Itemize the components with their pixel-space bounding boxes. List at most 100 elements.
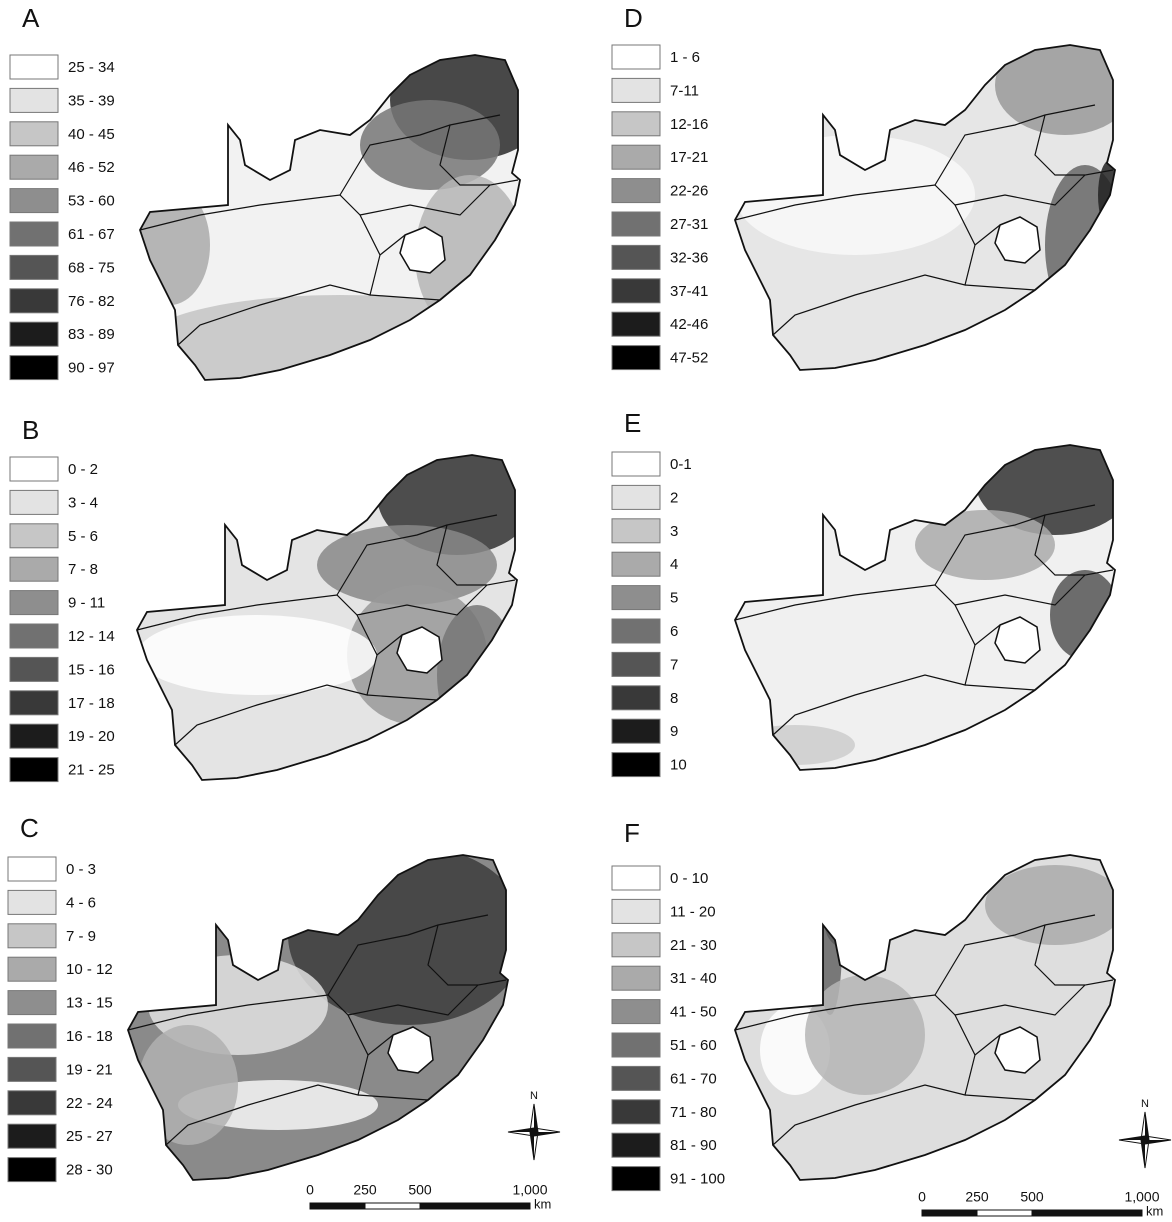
- shade: [1050, 570, 1115, 660]
- province-border: [974, 224, 1001, 246]
- legend-label: 7 - 9: [66, 928, 96, 945]
- legend-swatch: [7, 1090, 57, 1116]
- shade: [138, 1025, 238, 1145]
- country-outline: [734, 854, 1116, 1181]
- legend-swatch: [7, 990, 57, 1016]
- legend-swatch: [9, 590, 59, 616]
- scale-unit: km: [534, 1196, 551, 1211]
- legend-label: 8: [670, 690, 678, 707]
- legend-swatch: [9, 556, 59, 582]
- legend-swatch: [611, 1099, 661, 1125]
- province-border: [347, 979, 507, 1016]
- legend-swatch: [611, 865, 661, 891]
- province-border: [974, 1034, 1001, 1056]
- panel: E 0-1 2 3 4 5 6 7 8 9 10: [611, 408, 1116, 778]
- legend-label: 32-36: [670, 249, 708, 266]
- province-border: [974, 624, 1001, 646]
- scale-unit: km: [1146, 1203, 1163, 1217]
- province-border: [359, 179, 519, 216]
- panel: A 25 - 34 35 - 39 40 - 45 46 - 52 53 - 60 61 -…: [9, 3, 521, 381]
- country-outline: [734, 44, 1116, 371]
- legend-label: 5: [670, 590, 678, 607]
- north-label: N: [530, 1090, 538, 1102]
- legend-label: 12-16: [670, 116, 708, 133]
- lesotho: [994, 1026, 1041, 1074]
- province-border: [439, 124, 490, 186]
- province-border: [356, 579, 516, 616]
- legend-swatch: [611, 44, 661, 70]
- scale-tick-label: 0: [306, 1182, 314, 1198]
- province-border: [357, 1094, 429, 1101]
- legend-label: 46 - 52: [68, 159, 115, 176]
- shade: [137, 615, 377, 695]
- legend-swatch: [9, 623, 59, 649]
- panel-label: D: [624, 3, 643, 33]
- shade: [735, 725, 855, 765]
- legend-label: 0 - 10: [670, 870, 708, 887]
- legend-swatch: [611, 752, 661, 778]
- province-border: [367, 1034, 394, 1056]
- shade: [915, 510, 1055, 580]
- scale-tick-label: 250: [965, 1189, 989, 1205]
- lesotho: [387, 1026, 434, 1074]
- legend-swatch: [611, 718, 661, 744]
- legend-swatch: [7, 889, 57, 915]
- legend-swatch: [611, 999, 661, 1025]
- shade: [140, 185, 210, 305]
- panel: F 0 - 10 11 - 20 21 - 30 31 - 40 41 - 50 51 - …: [611, 818, 1116, 1192]
- legend-swatch: [9, 523, 59, 549]
- scale-segment: [921, 1209, 978, 1217]
- legend-label: 0-1: [670, 456, 692, 473]
- map: [139, 54, 521, 381]
- legend-label: 25 - 27: [66, 1128, 113, 1145]
- legend-swatch: [611, 178, 661, 204]
- legend-label: 19 - 20: [68, 728, 115, 745]
- legend-label: 22 - 24: [66, 1095, 113, 1112]
- panel-label: B: [22, 415, 39, 445]
- legend-swatch: [611, 311, 661, 337]
- province-border: [336, 514, 498, 596]
- legend-label: 7 - 8: [68, 561, 98, 578]
- legend-swatch: [9, 288, 59, 314]
- lesotho: [994, 216, 1041, 264]
- legend-label: 12 - 14: [68, 628, 115, 645]
- panel: B 0 - 2 3 - 4 5 - 6 7 - 8 9 - 11 12 - 14 15 - 1…: [9, 415, 518, 783]
- legend-label: 13 - 15: [66, 995, 113, 1012]
- legend-swatch: [611, 551, 661, 577]
- country-outline: [136, 454, 518, 781]
- legend-swatch: [9, 321, 59, 347]
- map: [734, 854, 1116, 1181]
- legend-label: 61 - 67: [68, 226, 115, 243]
- legend-swatch: [611, 1065, 661, 1091]
- legend-swatch: [9, 188, 59, 214]
- province-border: [1034, 924, 1085, 986]
- map: [734, 444, 1116, 771]
- legend-swatch: [9, 757, 59, 783]
- legend-label: 21 - 30: [670, 937, 717, 954]
- map: [136, 454, 518, 781]
- legend-swatch: [7, 956, 57, 982]
- scale-tick-label: 500: [408, 1182, 432, 1198]
- legend-label: 2: [670, 489, 678, 506]
- legend-swatch: [7, 1056, 57, 1082]
- legend-label: 68 - 75: [68, 259, 115, 276]
- legend-swatch: [9, 121, 59, 147]
- province-border: [954, 169, 1114, 206]
- shade: [140, 295, 520, 380]
- province-border: [934, 504, 1096, 586]
- legend-swatch: [9, 221, 59, 247]
- legend-swatch: [611, 932, 661, 958]
- panel-label: F: [624, 818, 640, 848]
- country-outline: [127, 854, 509, 1181]
- province-border: [964, 1094, 1036, 1101]
- shade: [1045, 165, 1115, 325]
- legend-swatch: [9, 723, 59, 749]
- legend-label: 51 - 60: [670, 1037, 717, 1054]
- province-border: [436, 524, 487, 586]
- shading: [138, 855, 508, 1145]
- legend-label: 17 - 18: [68, 695, 115, 712]
- legend-label: 15 - 16: [68, 661, 115, 678]
- legend-label: 25 - 34: [68, 59, 115, 76]
- legend-swatch: [9, 489, 59, 515]
- legend-label: 71 - 80: [670, 1104, 717, 1121]
